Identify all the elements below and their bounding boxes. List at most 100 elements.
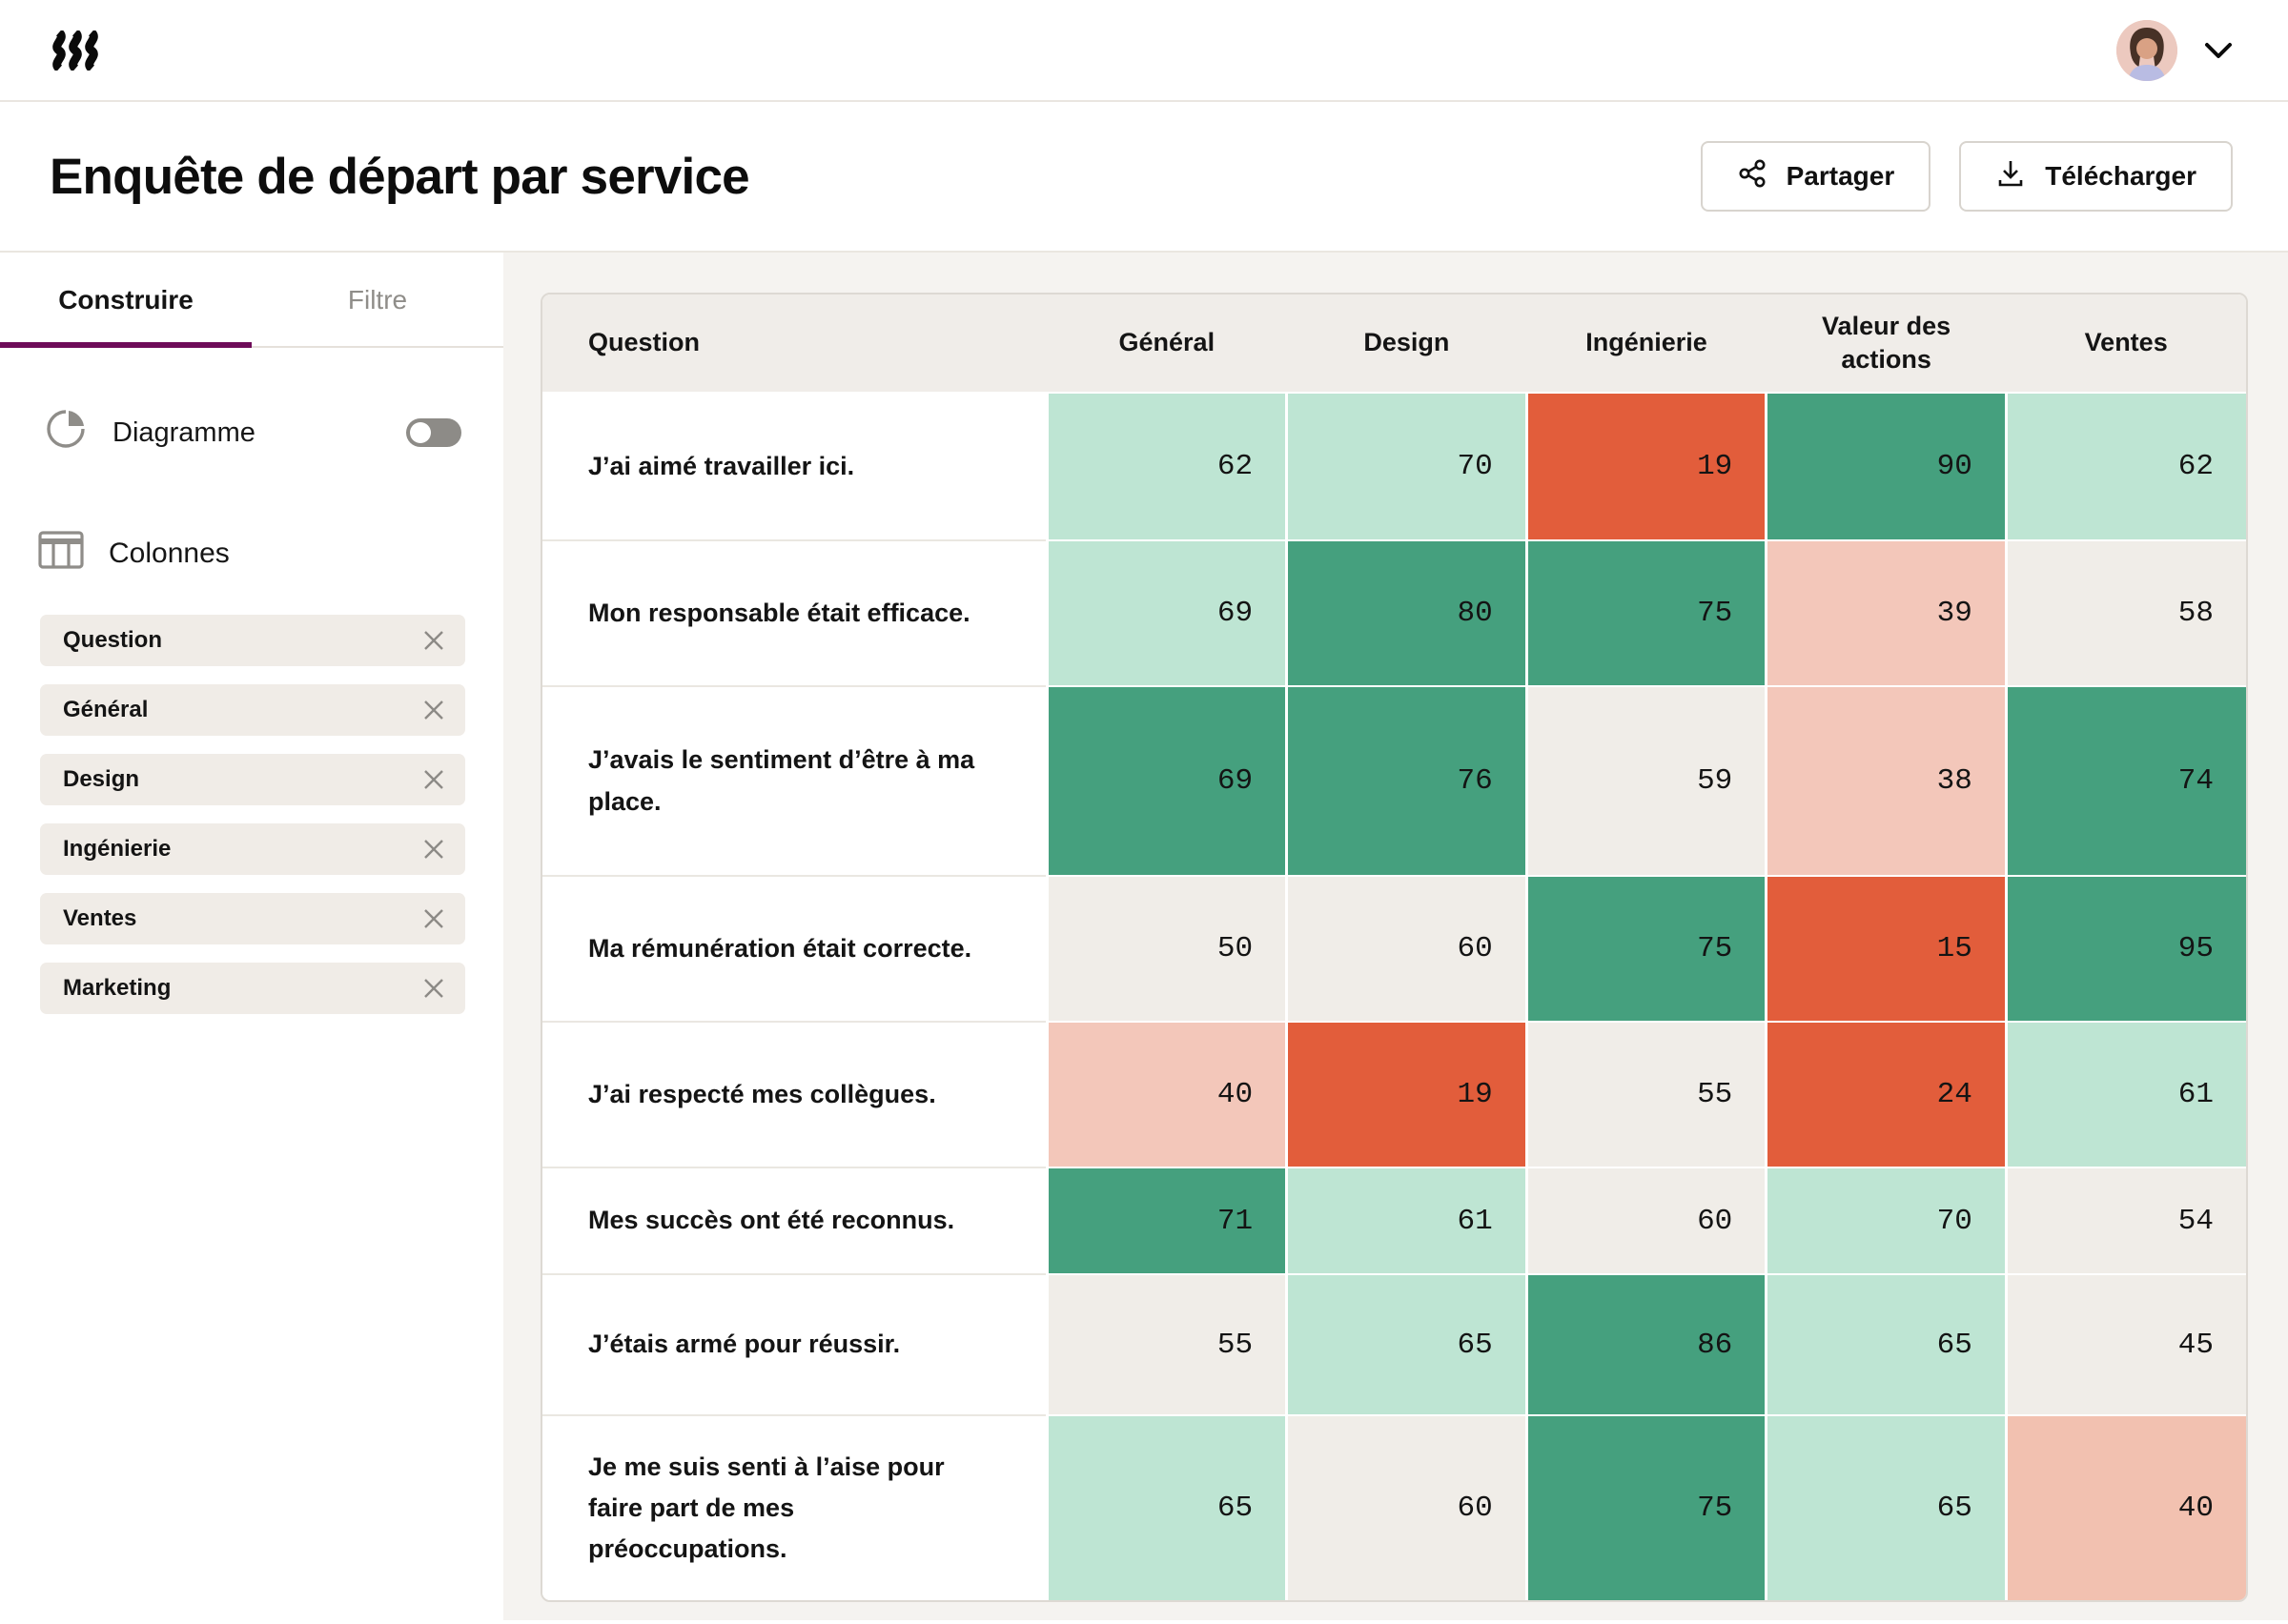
heatmap-cell: 65	[1045, 1414, 1287, 1600]
heatmap-cell: 62	[2004, 392, 2246, 540]
columns-icon	[38, 531, 84, 577]
heatmap-cell: 60	[1285, 875, 1527, 1022]
column-header-5: Ventes	[2006, 294, 2246, 393]
column-header-4: Valeur des actions	[1766, 294, 2007, 393]
heatmap-cell: 55	[1045, 1273, 1287, 1415]
question-cell: J’ai aimé travailler ici.	[542, 392, 1047, 540]
table-row: J’ai aimé travailler ici. 62 70 19 90 62	[542, 392, 2246, 540]
header-row: Question Général Design Ingénierie Valeur de…	[542, 294, 2246, 393]
heatmap-cell: 65	[1285, 1273, 1527, 1415]
chart-toggle-label: Diagramme	[112, 416, 255, 448]
question-cell: Mon responsable était efficace.	[542, 539, 1047, 686]
column-header-0: Question	[542, 294, 1047, 393]
column-chip-ing-nierie[interactable]: Ingénierie	[40, 823, 465, 875]
remove-column-icon[interactable]	[421, 628, 446, 653]
column-chip-label: Design	[63, 766, 140, 792]
column-chip-ventes[interactable]: Ventes	[40, 893, 465, 944]
columns-section-label: Colonnes	[109, 538, 230, 569]
column-chip-label: Marketing	[63, 975, 172, 1001]
header-actions: Partager Télécharger	[1700, 141, 2233, 212]
heatmap-cell: 59	[1524, 685, 1767, 876]
heatmap-panel: Question Général Design Ingénierie Valeur de…	[541, 293, 2248, 1602]
heatmap-cell: 65	[1765, 1414, 2007, 1600]
remove-column-icon[interactable]	[421, 906, 446, 931]
heatmap-cell: 61	[1285, 1167, 1527, 1274]
rippling-logo-icon[interactable]	[52, 30, 104, 71]
column-chip-label: Question	[63, 627, 163, 653]
tab-construire[interactable]: Construire	[0, 253, 252, 348]
question-cell: J’étais armé pour réussir.	[542, 1273, 1047, 1415]
column-chip-label: Ventes	[63, 905, 137, 931]
share-button[interactable]: Partager	[1700, 141, 1931, 212]
question-cell: Ma rémunération était correcte.	[542, 875, 1047, 1022]
column-chip-design[interactable]: Design	[40, 754, 465, 805]
heatmap-cell: 71	[1045, 1167, 1287, 1274]
heatmap-cell: 75	[1524, 539, 1767, 686]
question-cell: J’ai respecté mes collègues.	[542, 1021, 1047, 1167]
columns-section-header: Colonnes	[38, 531, 503, 577]
heatmap-cell: 39	[1765, 539, 2007, 686]
table-row: Mes succès ont été reconnus. 71 61 60 70 54	[542, 1167, 2246, 1274]
page-header: Enquête de départ par service Partager T…	[0, 102, 2288, 253]
column-chip-g-n-ral[interactable]: Général	[40, 684, 465, 736]
heatmap-cell: 50	[1045, 875, 1287, 1022]
heatmap-cell: 95	[2004, 875, 2246, 1022]
heatmap-cell: 61	[2004, 1021, 2246, 1167]
remove-column-icon[interactable]	[421, 767, 446, 792]
table-row: Ma rémunération était correcte. 50 60 75 15 9…	[542, 875, 2246, 1022]
heatmap-cell: 58	[2004, 539, 2246, 686]
sidebar: Construire Filtre Diagramme	[0, 253, 503, 1620]
chevron-down-icon[interactable]	[2204, 42, 2233, 59]
table-row: J’avais le sentiment d’être à ma place. 6…	[542, 685, 2246, 876]
heatmap-cell: 15	[1765, 875, 2007, 1022]
remove-column-icon[interactable]	[421, 976, 446, 1001]
heatmap-table: Question Général Design Ingénierie Valeur de…	[542, 294, 2246, 1600]
heatmap-cell: 19	[1524, 392, 1767, 540]
tab-filtre[interactable]: Filtre	[252, 253, 503, 348]
heatmap-cell: 54	[2004, 1167, 2246, 1274]
heatmap-cell: 60	[1524, 1167, 1767, 1274]
heatmap-cell: 55	[1524, 1021, 1767, 1167]
column-chip-list: Question Général Design Ingénierie Ventes Mar…	[40, 615, 465, 1014]
download-icon	[1995, 158, 2026, 195]
column-header-1: Général	[1047, 294, 1287, 393]
column-chip-marketing[interactable]: Marketing	[40, 963, 465, 1014]
heatmap-cell: 69	[1045, 539, 1287, 686]
share-icon	[1737, 158, 1767, 195]
remove-column-icon[interactable]	[421, 698, 446, 722]
heatmap-cell: 40	[2004, 1414, 2246, 1600]
heatmap-cell: 38	[1765, 685, 2007, 876]
account-menu[interactable]	[2116, 19, 2233, 81]
table-row: J’étais armé pour réussir. 55 65 86 65 45	[542, 1273, 2246, 1415]
chart-toggle-row: Diagramme	[44, 407, 461, 458]
chart-toggle-switch[interactable]	[406, 418, 461, 447]
column-header-2: Design	[1286, 294, 1527, 393]
heatmap-cell: 65	[1765, 1273, 2007, 1415]
download-button[interactable]: Télécharger	[1959, 141, 2233, 212]
top-bar	[0, 0, 2288, 102]
table-row: Je me suis senti à l’aise pour faire par…	[542, 1414, 2246, 1600]
heatmap-cell: 60	[1285, 1414, 1527, 1600]
main-area: Question Général Design Ingénierie Valeur de…	[503, 253, 2288, 1620]
column-chip-label: Ingénierie	[63, 836, 172, 862]
heatmap-cell: 80	[1285, 539, 1527, 686]
heatmap-cell: 24	[1765, 1021, 2007, 1167]
heatmap-cell: 19	[1285, 1021, 1527, 1167]
remove-column-icon[interactable]	[421, 837, 446, 862]
column-chip-question[interactable]: Question	[40, 615, 465, 666]
heatmap-cell: 45	[2004, 1273, 2246, 1415]
table-row: J’ai respecté mes collègues. 40 19 55 24 61	[542, 1021, 2246, 1167]
sidebar-tabs: Construire Filtre	[0, 253, 503, 348]
table-row: Mon responsable était efficace. 69 80 75 39 5…	[542, 539, 2246, 686]
column-header-3: Ingénierie	[1526, 294, 1767, 393]
pie-chart-icon	[44, 407, 88, 458]
heatmap-cell: 86	[1524, 1273, 1767, 1415]
heatmap-cell: 75	[1524, 875, 1767, 1022]
avatar[interactable]	[2116, 19, 2177, 81]
question-cell: Je me suis senti à l’aise pour faire par…	[542, 1414, 1047, 1600]
heatmap-cell: 76	[1285, 685, 1527, 876]
heatmap-cell: 74	[2004, 685, 2246, 876]
heatmap-cell: 75	[1524, 1414, 1767, 1600]
question-cell: Mes succès ont été reconnus.	[542, 1167, 1047, 1274]
content: Construire Filtre Diagramme	[0, 253, 2288, 1620]
